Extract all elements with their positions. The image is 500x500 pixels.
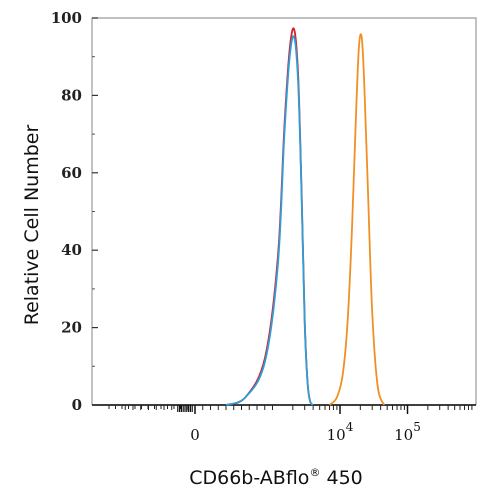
histogram-series-3 — [328, 33, 385, 406]
y-tick-label: 40 — [61, 241, 82, 259]
histogram-series-1 — [225, 27, 314, 406]
plot-border — [91, 17, 477, 405]
y-axis: 0 20 40 60 80 100 — [51, 9, 98, 414]
y-tick-label: 80 — [61, 86, 82, 104]
x-tick-label: 104 — [327, 420, 354, 444]
x-axis-label: CD66b-ABflo® 450 — [189, 466, 363, 489]
y-tick-label: 100 — [51, 9, 82, 27]
histogram-curves — [225, 27, 385, 406]
histogram-series-2 — [225, 35, 314, 406]
y-axis-label: Relative Cell Number — [21, 125, 43, 326]
plot-frame — [91, 17, 477, 406]
x-tick-label: 0 — [190, 426, 200, 444]
y-tick-label: 0 — [72, 396, 82, 414]
x-tick-label: 105 — [394, 420, 421, 444]
x-axis: 0 104 105 — [108, 405, 473, 444]
y-tick-label: 60 — [61, 164, 82, 182]
y-tick-label: 20 — [61, 319, 82, 337]
